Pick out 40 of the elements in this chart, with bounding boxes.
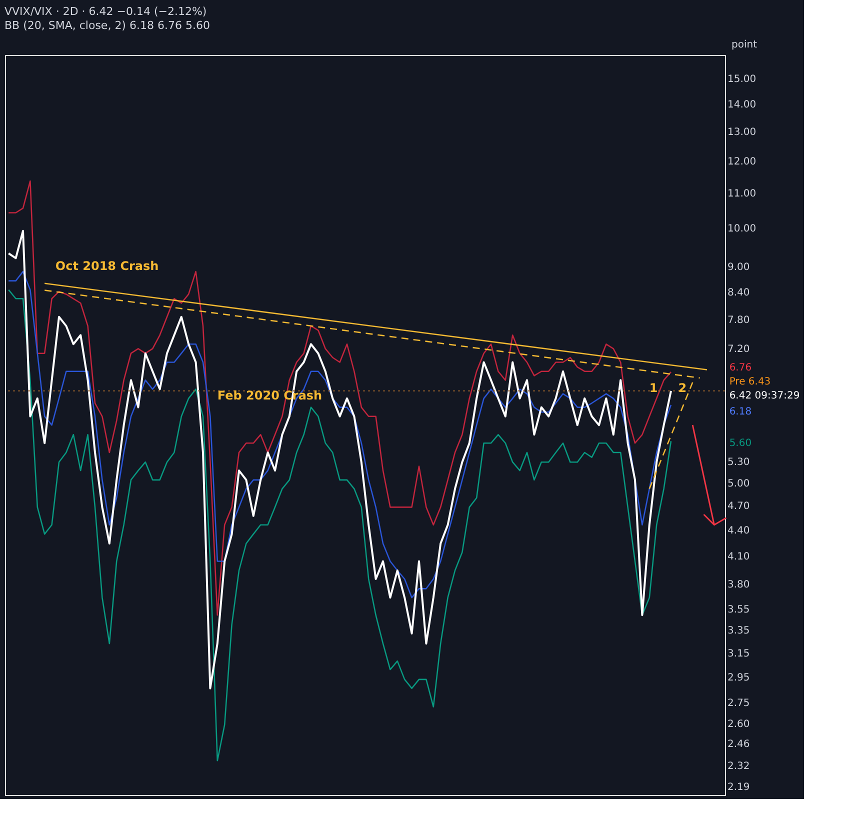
y-tick-label: 4.70 [728, 501, 750, 512]
y-tick-label: 15.00 [728, 74, 756, 86]
y-tick-label: 14.00 [728, 100, 756, 111]
text: 6.42 09:37:29 [729, 390, 800, 402]
line-series [8, 180, 672, 616]
y-tick-label: 4.40 [728, 525, 750, 536]
y-tick-label: 7.20 [728, 344, 750, 356]
y-tick-label: 13.00 [728, 126, 756, 138]
y-tick-label: 8.40 [728, 288, 750, 299]
y-tick-label: 4.10 [728, 551, 750, 562]
chart-subtitle: BB (20, SMA, close, 2) 6.18 6.76 5.60 [4, 19, 210, 32]
y-tick-label: 5.30 [728, 456, 750, 468]
y-tick-label: 3.55 [728, 604, 750, 616]
line-series [8, 230, 672, 690]
y-tick-label: 2.95 [728, 672, 750, 684]
text: 6.76 [729, 362, 752, 374]
y-axis-title: point [732, 40, 758, 50]
y-tick-label: 2.46 [728, 739, 750, 750]
y-tick-label: 7.80 [728, 314, 750, 326]
y-tick-label: 2.75 [728, 698, 750, 710]
y-tick-label: 2.32 [728, 760, 750, 772]
y-tick-label: 2.60 [728, 718, 750, 730]
annotation: Oct 2018 Crash [55, 258, 159, 273]
y-tick-label: 10.00 [728, 223, 756, 234]
y-tick-label: 9.00 [728, 262, 750, 274]
text: 6.18 [729, 406, 752, 418]
y-tick-label: 12.00 [728, 156, 756, 168]
annotation: 2 [678, 381, 687, 395]
text: 5.60 [729, 438, 752, 449]
y-tick-label: 5.00 [728, 478, 750, 490]
annotation: 1 [649, 381, 658, 395]
y-tick-label: 3.15 [728, 648, 750, 660]
y-tick-label: 3.80 [728, 579, 750, 590]
chart-title: VVIX/VIX · 2D · 6.42 −0.14 (−2.12%) [4, 5, 207, 18]
text: Pre 6.43 [729, 376, 771, 388]
y-tick-label: 11.00 [728, 188, 756, 200]
y-tick-label: 3.35 [728, 626, 750, 637]
y-tick-label: 2.19 [728, 782, 750, 794]
line-series [8, 270, 672, 598]
line-series [8, 289, 672, 762]
